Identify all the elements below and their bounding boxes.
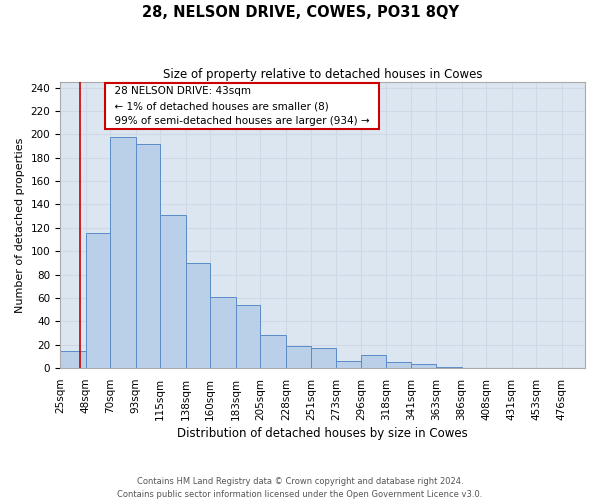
Bar [336, 361, 361, 368]
Bar [260, 336, 286, 368]
Title: Size of property relative to detached houses in Cowes: Size of property relative to detached ho… [163, 68, 482, 80]
Bar [412, 364, 436, 368]
Bar [286, 346, 311, 368]
Bar [386, 362, 412, 368]
Bar [86, 232, 110, 368]
Bar [210, 297, 236, 368]
Bar [60, 350, 86, 368]
Bar [311, 348, 336, 368]
Bar [186, 263, 210, 368]
Text: Contains HM Land Registry data © Crown copyright and database right 2024.
Contai: Contains HM Land Registry data © Crown c… [118, 477, 482, 499]
Text: 28, NELSON DRIVE, COWES, PO31 8QY: 28, NELSON DRIVE, COWES, PO31 8QY [142, 5, 458, 20]
Bar [110, 136, 136, 368]
Bar [436, 367, 461, 368]
Text: 28 NELSON DRIVE: 43sqm
  ← 1% of detached houses are smaller (8)
  99% of semi-d: 28 NELSON DRIVE: 43sqm ← 1% of detached … [108, 86, 376, 126]
Bar [160, 215, 186, 368]
Bar [361, 356, 386, 368]
X-axis label: Distribution of detached houses by size in Cowes: Distribution of detached houses by size … [177, 427, 468, 440]
Bar [236, 305, 260, 368]
Y-axis label: Number of detached properties: Number of detached properties [15, 137, 25, 312]
Bar [136, 144, 160, 368]
